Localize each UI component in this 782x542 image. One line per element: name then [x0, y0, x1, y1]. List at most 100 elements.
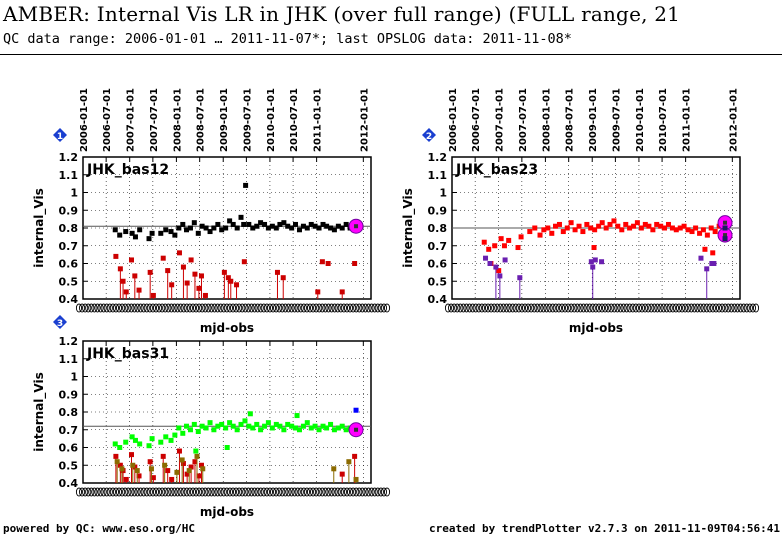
data-point [722, 225, 728, 231]
y-tick-label: 1.2 [59, 151, 79, 164]
data-point [296, 427, 302, 433]
x-tick-mark [303, 487, 310, 497]
date-tick-label: 2011-01-01 [313, 88, 324, 152]
x-tick-mark [444, 303, 452, 313]
data-point [300, 423, 306, 429]
x-tick-mark [350, 303, 357, 313]
data-point [592, 257, 598, 263]
x-tick-mark [171, 303, 178, 313]
data-point [331, 227, 337, 233]
data-point [590, 264, 596, 270]
data-point [592, 227, 598, 233]
x-axis-label: mjd-obs [569, 321, 623, 335]
data-point [184, 280, 190, 286]
x-tick-mark [731, 303, 738, 313]
data-point [123, 229, 129, 235]
panel-number-marker [53, 315, 67, 329]
data-point [599, 220, 605, 226]
series-3 [717, 215, 733, 243]
x-tick-mark [202, 303, 209, 313]
x-tick-mark [75, 303, 83, 313]
x-tick-mark [537, 303, 544, 313]
x-tick-mark [356, 303, 363, 313]
data-point [168, 437, 174, 443]
data-point [328, 225, 334, 231]
x-tick-mark [660, 303, 667, 313]
data-point [346, 459, 352, 465]
data-point [498, 236, 504, 242]
data-point [113, 453, 119, 459]
x-tick-mark [143, 487, 150, 497]
data-point [243, 182, 249, 188]
x-tick-mark [223, 303, 230, 313]
x-tick-mark [165, 487, 172, 497]
date-tick-label: 2011-01-01 [682, 88, 693, 152]
x-tick-mark [273, 487, 280, 497]
x-tick-mark [94, 487, 101, 497]
data-point [487, 261, 493, 266]
x-tick-mark [119, 303, 126, 313]
x-tick-mark [383, 487, 391, 497]
x-tick-mark [79, 303, 86, 313]
data-point [191, 220, 197, 226]
x-tick-mark [454, 303, 461, 313]
data-point [591, 245, 597, 251]
data-point [113, 253, 119, 259]
y-tick-label: 1.1 [59, 169, 79, 182]
x-tick-mark [196, 303, 203, 313]
x-tick-mark [192, 487, 200, 497]
data-point [196, 285, 202, 291]
data-point [316, 225, 322, 231]
data-point [114, 459, 120, 465]
data-point [265, 225, 271, 231]
data-point [277, 423, 283, 429]
data-point [238, 421, 244, 427]
x-tick-mark [703, 303, 710, 313]
x-tick-mark [494, 303, 501, 313]
data-point [158, 230, 164, 236]
data-point [258, 427, 264, 433]
x-tick-mark [251, 487, 258, 497]
x-tick-mark [288, 487, 295, 497]
data-point [199, 223, 205, 229]
x-tick-mark [521, 303, 529, 313]
y-tick-label: 0.6 [59, 258, 79, 271]
x-tick-mark [481, 303, 489, 313]
x-tick-mark [122, 303, 129, 313]
x-tick-mark [595, 303, 602, 313]
data-point [117, 445, 123, 450]
data-point [234, 282, 240, 288]
x-tick-mark [109, 487, 116, 497]
x-tick-mark [555, 303, 562, 313]
x-tick-mark [97, 303, 104, 313]
x-tick-mark [279, 487, 286, 497]
x-tick-mark [189, 487, 197, 497]
x-tick-mark [589, 303, 596, 313]
y-tick-label: 0.5 [59, 275, 79, 288]
data-point [588, 225, 594, 231]
x-tick-mark [682, 303, 689, 313]
data-point [627, 225, 633, 231]
x-tick-mark [291, 487, 298, 497]
x-tick-mark [340, 303, 347, 313]
x-tick-mark [285, 303, 292, 313]
x-tick-mark [82, 487, 89, 497]
data-point [200, 466, 206, 472]
x-tick-mark [103, 303, 110, 313]
x-tick-mark [306, 303, 314, 313]
data-point [339, 423, 345, 429]
x-tick-mark [623, 303, 630, 313]
data-point [274, 269, 280, 275]
series-3 [348, 218, 364, 234]
x-tick-mark [586, 303, 593, 313]
series-5 [348, 422, 364, 438]
data-point [198, 462, 204, 468]
data-point [486, 246, 492, 252]
data-point [146, 443, 152, 449]
x-tick-mark [577, 303, 584, 313]
x-tick-mark [353, 303, 360, 313]
data-point [343, 427, 349, 433]
highlight-point-core [723, 220, 728, 225]
x-tick-mark [88, 487, 95, 497]
x-tick-mark [263, 487, 270, 497]
